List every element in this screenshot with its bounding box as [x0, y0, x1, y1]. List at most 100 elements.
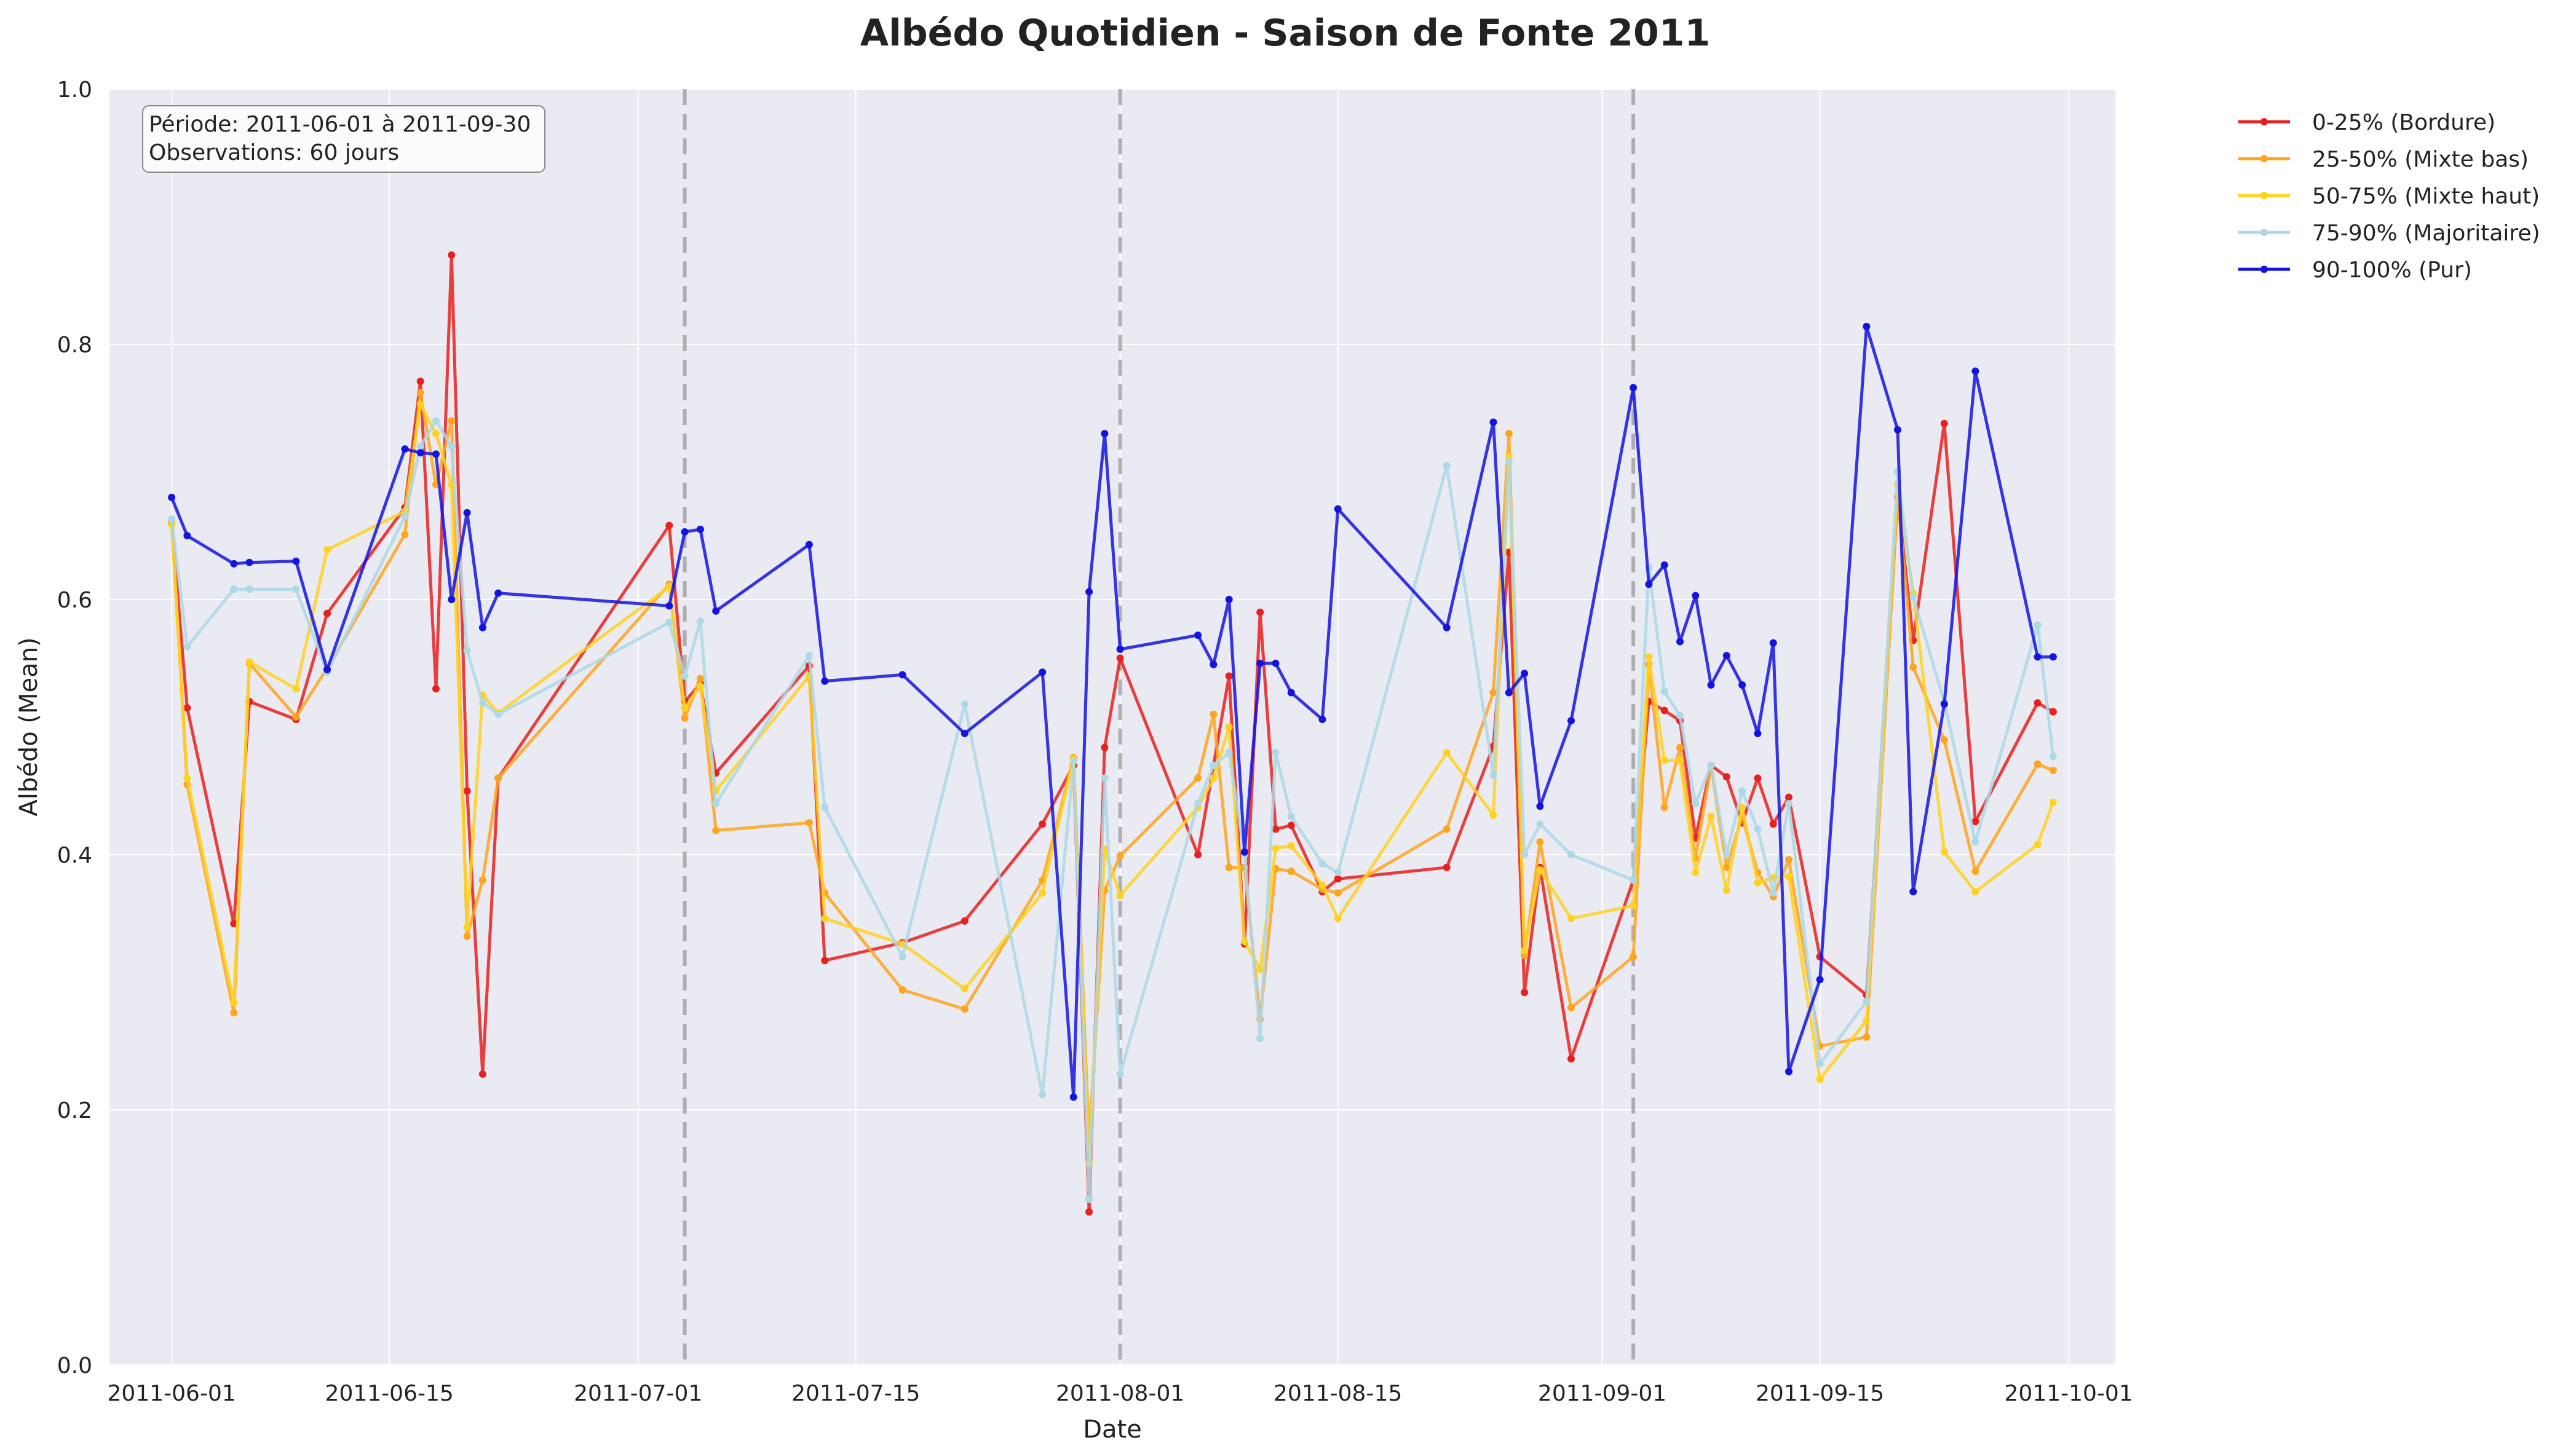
chart-title: Albédo Quotidien - Saison de Fonte 2011: [860, 12, 1711, 55]
data-point: [494, 774, 502, 782]
data-point: [245, 585, 253, 593]
data-point: [1863, 1033, 1871, 1041]
data-point: [463, 647, 471, 654]
series-line: [170, 325, 2053, 1099]
data-point: [1567, 851, 1575, 858]
data-point: [1630, 384, 1638, 392]
data-point: [961, 917, 969, 925]
data-point: [898, 986, 906, 994]
x-tick-label: 2011-08-01: [1056, 1381, 1184, 1406]
data-point: [1287, 842, 1295, 850]
legend-label: 25-50% (Mixte bas): [2312, 147, 2529, 172]
data-point: [1210, 710, 1218, 718]
data-point: [448, 417, 456, 425]
x-tick-label: 2011-09-01: [1538, 1381, 1666, 1406]
legend-marker: [2260, 229, 2268, 236]
data-point: [1256, 965, 1264, 973]
data-point: [230, 560, 238, 568]
data-point: [1567, 914, 1575, 922]
data-point: [821, 677, 829, 685]
data-point: [712, 826, 720, 834]
data-point: [1505, 457, 1513, 465]
data-point: [1630, 953, 1638, 960]
data-point: [1785, 856, 1793, 864]
data-point: [1722, 851, 1730, 858]
data-point: [1785, 872, 1793, 880]
data-point: [183, 704, 191, 712]
data-point: [416, 449, 424, 457]
data-point: [292, 713, 300, 721]
data-point: [805, 652, 813, 660]
data-point: [1660, 687, 1668, 695]
data-point: [1816, 1075, 1824, 1083]
data-point: [292, 685, 300, 693]
data-point: [1521, 851, 1529, 858]
data-point: [1971, 838, 1979, 846]
series-4: [168, 417, 2057, 1203]
data-point: [1443, 462, 1451, 470]
data-point: [1272, 659, 1280, 667]
data-point: [1489, 811, 1497, 819]
data-point: [1707, 812, 1715, 820]
data-point: [1318, 881, 1326, 889]
data-point: [1225, 749, 1233, 756]
data-point: [448, 596, 456, 603]
data-point: [1536, 838, 1544, 846]
data-point: [2034, 621, 2042, 629]
data-point: [1505, 689, 1513, 697]
data-point: [2049, 767, 2057, 774]
data-point: [1754, 825, 1762, 833]
data-point: [665, 521, 673, 529]
data-point: [1101, 743, 1109, 751]
data-point: [1225, 863, 1233, 871]
data-point: [1536, 866, 1544, 874]
data-point: [1754, 879, 1762, 887]
data-point: [1039, 1091, 1047, 1099]
data-point: [2034, 760, 2042, 768]
legend-item: 25-50% (Mixte bas): [2238, 147, 2529, 172]
data-point: [821, 804, 829, 812]
data-point: [1256, 1034, 1264, 1042]
data-point: [432, 450, 440, 458]
data-point: [1101, 774, 1109, 782]
data-point: [1210, 761, 1218, 769]
legend-marker: [2260, 118, 2268, 125]
data-point: [1754, 774, 1762, 782]
data-point: [696, 675, 704, 682]
data-point: [1194, 851, 1202, 858]
data-point: [1256, 659, 1264, 667]
data-point: [696, 617, 704, 625]
data-point: [1738, 787, 1746, 795]
data-point: [2034, 841, 2042, 849]
data-point: [1971, 818, 1979, 826]
data-point: [1505, 430, 1513, 438]
data-point: [1085, 588, 1093, 596]
data-point: [478, 623, 486, 631]
data-point: [1940, 848, 1948, 856]
data-point: [805, 819, 813, 827]
info-box: Période: 2011-06-01 à 2011-09-30 Observa…: [142, 105, 545, 173]
data-point: [183, 774, 191, 782]
data-point: [1101, 430, 1109, 438]
data-point: [681, 714, 689, 722]
data-point: [1521, 946, 1529, 954]
data-point: [494, 589, 502, 597]
data-point: [1630, 876, 1638, 884]
data-point: [1769, 820, 1777, 828]
y-tick-label: 0.6: [57, 588, 92, 613]
data-point: [1940, 419, 1948, 427]
x-tick-label: 2011-06-15: [325, 1381, 454, 1406]
data-point: [696, 682, 704, 690]
data-point: [1971, 868, 1979, 875]
data-point: [416, 378, 424, 386]
data-point: [1334, 505, 1342, 513]
data-point: [1489, 689, 1497, 697]
data-point: [1863, 323, 1871, 330]
data-point: [1194, 631, 1202, 639]
data-point: [1334, 889, 1342, 897]
data-point: [665, 602, 673, 610]
data-point: [1521, 989, 1529, 997]
data-point: [416, 389, 424, 397]
data-point: [1318, 860, 1326, 868]
legend-marker: [2260, 192, 2268, 199]
